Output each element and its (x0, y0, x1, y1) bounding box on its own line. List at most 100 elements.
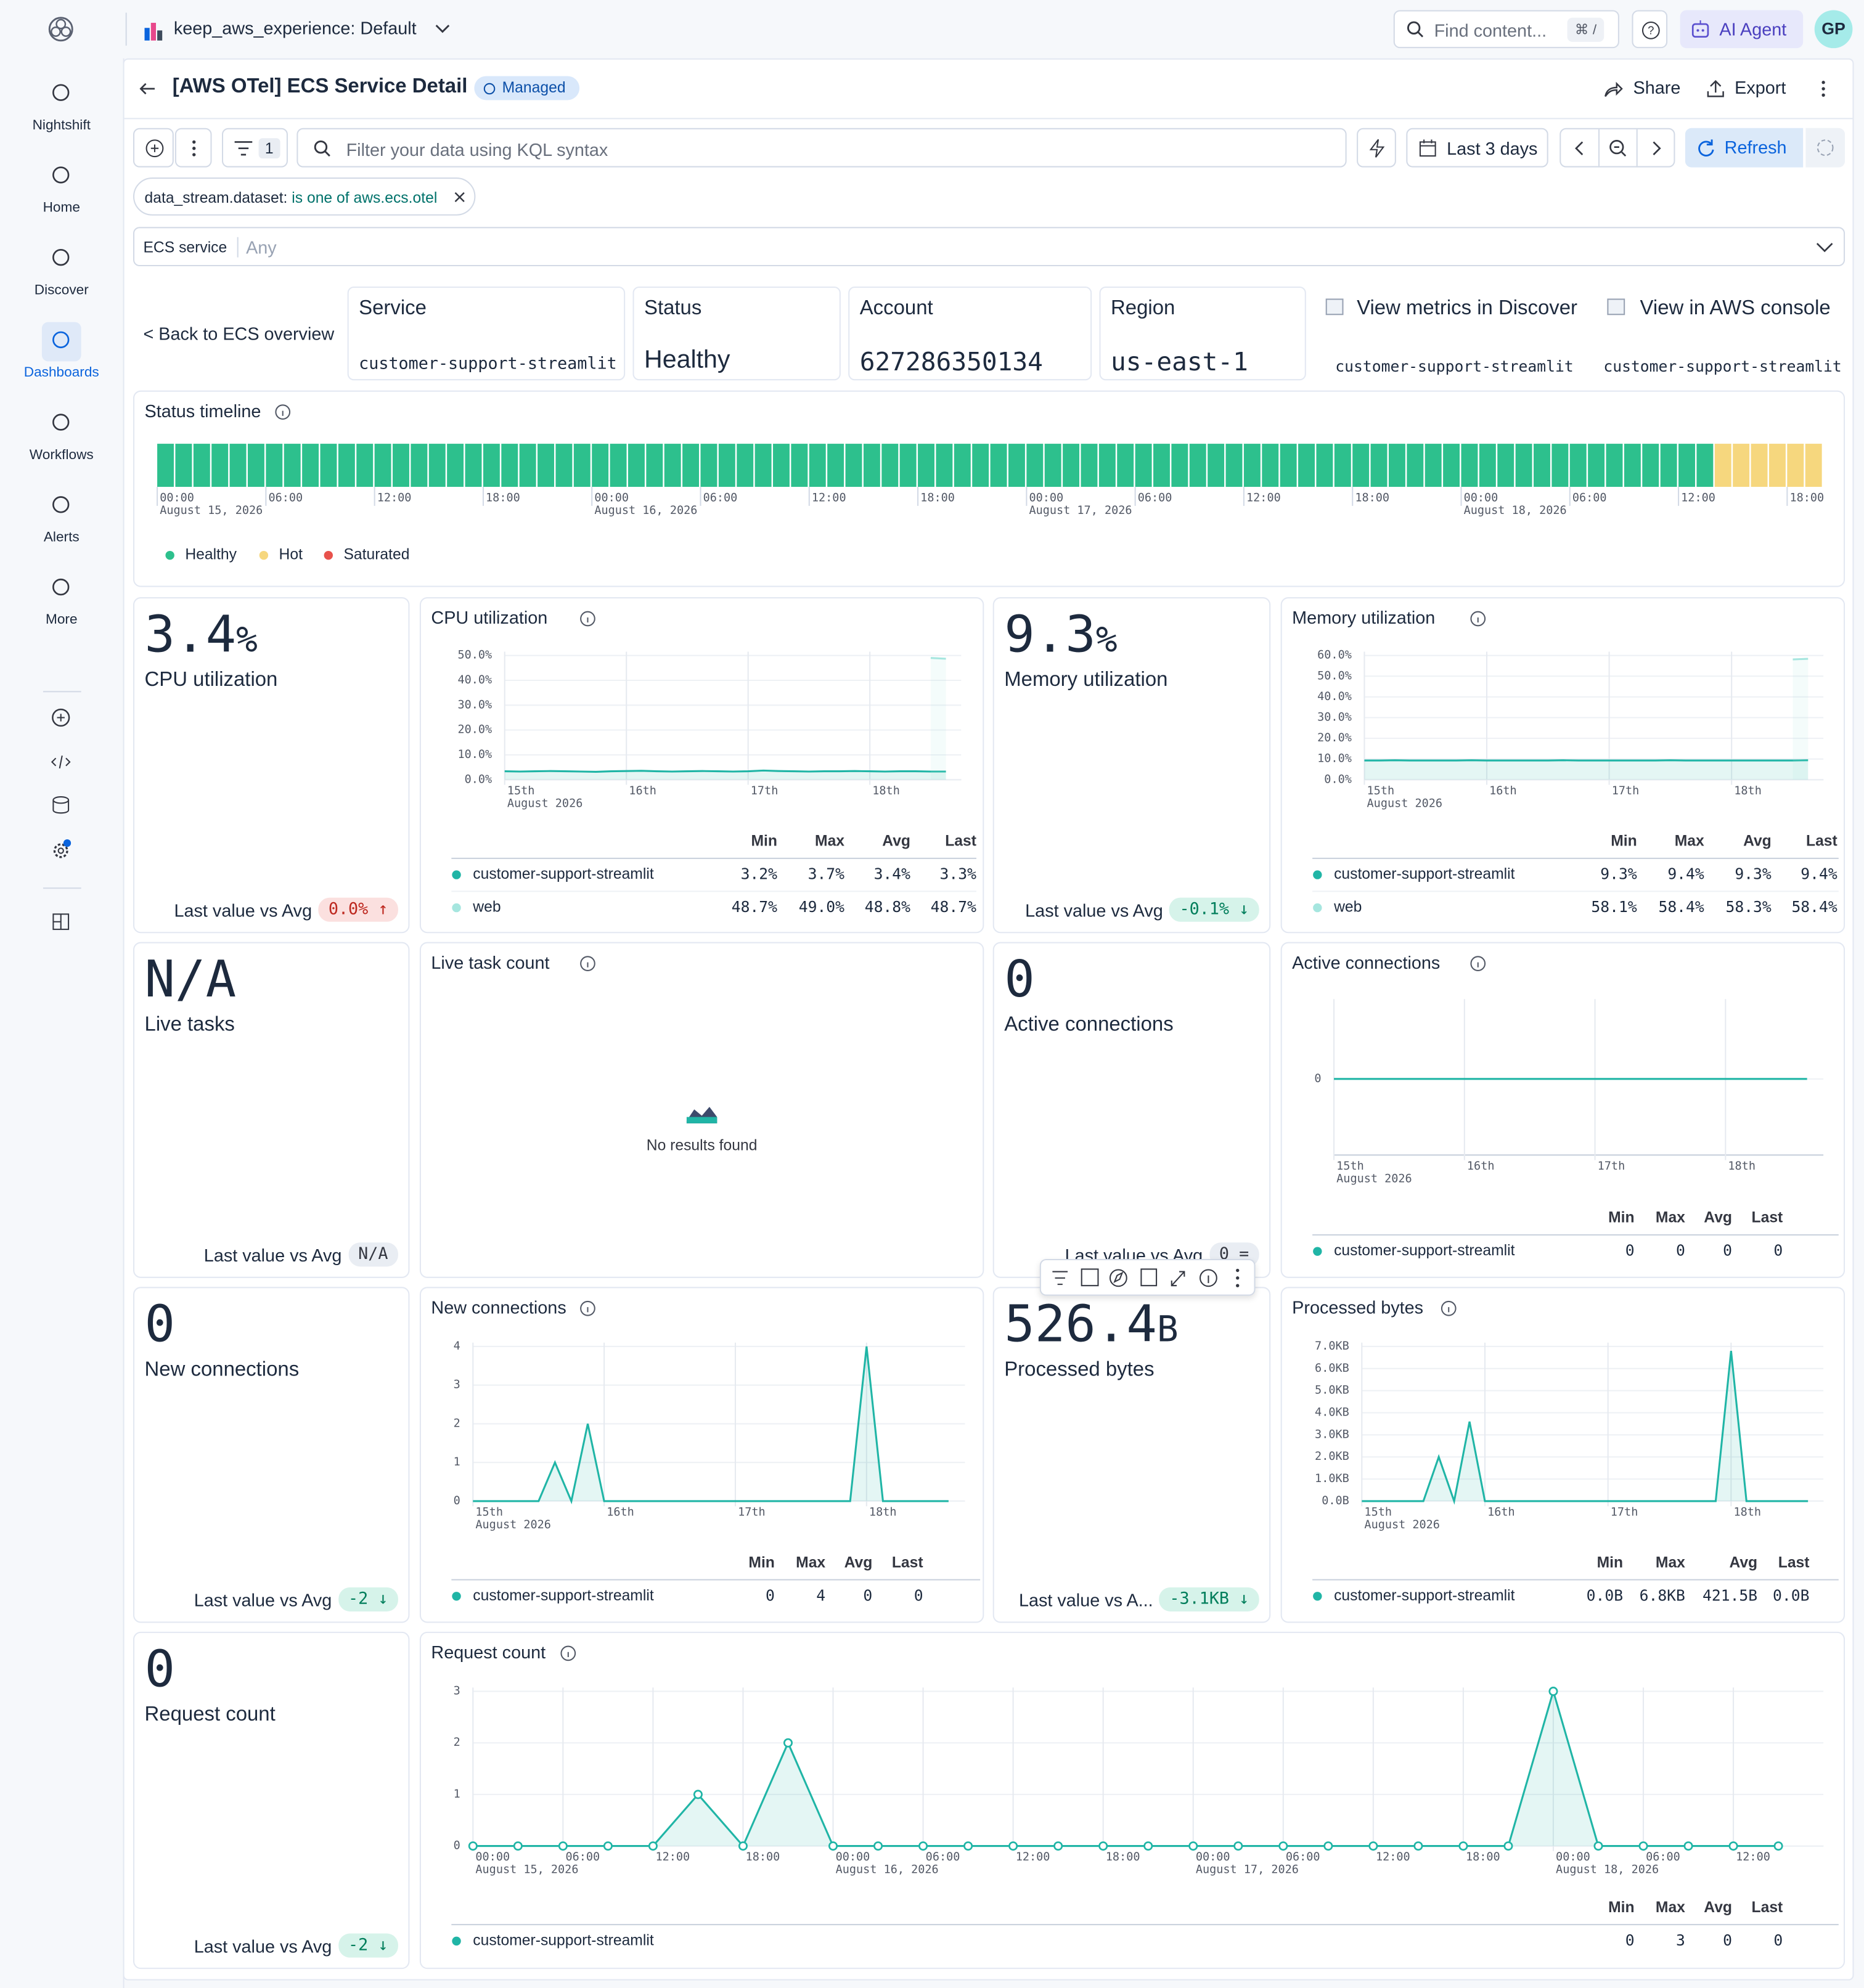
panel-toolbar[interactable] (1039, 1258, 1256, 1296)
legend-swatch (1313, 1592, 1322, 1601)
x-tick-label: 15th (475, 1505, 503, 1518)
x-tick-label: 06:00 (268, 492, 303, 505)
status-bucket (1805, 444, 1822, 487)
nav-label[interactable]: Dashboards (23, 365, 99, 381)
nav-label[interactable]: Alerts (43, 529, 80, 545)
metric-value: 0 (1004, 951, 1035, 1009)
status-bucket (465, 444, 482, 487)
metric-value: 3.4% (145, 606, 258, 664)
time-picker[interactable]: Last 3 days (1406, 128, 1548, 168)
point (1368, 1841, 1378, 1851)
space-selector[interactable]: keep_aws_experience: Default (173, 17, 417, 38)
x-tick-date: August 16, 2026 (594, 504, 697, 517)
status-bucket (393, 444, 409, 487)
y-tick-label: 60.0% (1317, 649, 1352, 662)
series-stat: 3.2% (741, 865, 778, 883)
share-button[interactable]: Share (1633, 77, 1681, 98)
legend-swatch (1313, 903, 1322, 913)
metric-compare: Last value vs A... -3.1KB ↓ (1019, 1587, 1259, 1611)
status-bucket (1733, 444, 1750, 487)
nav-label[interactable]: More (45, 612, 78, 628)
status-bucket (501, 444, 518, 487)
x-tick-label: 12:00 (377, 492, 412, 505)
status-bucket (1443, 444, 1460, 487)
nav-label[interactable]: Nightshift (32, 118, 91, 134)
table-header: Max (1656, 1899, 1685, 1916)
icon-shape (52, 496, 70, 513)
panel-title: Live task count (431, 952, 550, 973)
search-icon (1407, 21, 1424, 38)
help-button[interactable]: ? (1632, 10, 1668, 49)
compare-badge: 0.0% ↑ (318, 897, 398, 922)
nav-label[interactable]: Home (43, 200, 80, 216)
icon-shape (52, 331, 70, 349)
series-stat: 3.7% (808, 865, 845, 883)
auto-refresh[interactable] (1805, 128, 1846, 168)
compare-label: Last value vs Avg (194, 1935, 332, 1956)
status-bucket (1696, 444, 1714, 487)
metric-number: 9.3 (1004, 606, 1096, 665)
series-stat: 58.4% (1791, 898, 1837, 916)
x-tick-date: August 17, 2026 (1196, 1864, 1299, 1876)
info-icon (1441, 1300, 1457, 1316)
nav-label[interactable]: Discover (34, 282, 89, 298)
back-link[interactable]: < Back to ECS overview (143, 323, 335, 344)
status-bucket (664, 444, 681, 487)
logo (48, 17, 73, 42)
point (738, 1841, 748, 1851)
metric-label: Request count (144, 1704, 276, 1726)
add-button[interactable] (133, 128, 174, 168)
metric-unit: % (1095, 619, 1118, 661)
filter-pill[interactable]: data_stream.dataset: is one of aws.ecs.o… (133, 177, 476, 216)
info-link[interactable]: View in AWS console customer-support-stre… (1600, 287, 1845, 380)
quick-button[interactable] (1357, 128, 1396, 168)
shortcut: ⌘ / (1567, 17, 1604, 42)
chart: 0 1 2 3 00:00 06:00 12:00 18:00 00:00 06:00 12:00 1… (451, 1645, 1839, 1949)
more-button[interactable] (1818, 79, 1828, 99)
control[interactable]: ECS service Any (133, 227, 1846, 267)
export-button[interactable]: Export (1735, 77, 1786, 98)
x-tick-date: August 2026 (507, 797, 583, 810)
status-bucket (1298, 444, 1315, 487)
y-tick-label: 10.0% (1317, 752, 1352, 765)
status-bucket (1189, 444, 1206, 487)
chart-panel: Request count 0 1 2 3 00:00 06:00 12:00 18:00 00:… (419, 1631, 1846, 1970)
legend-swatch (452, 870, 461, 879)
status-bucket (1515, 444, 1532, 487)
info-value: us-east-1 (1111, 346, 1248, 377)
status-bucket (538, 444, 554, 487)
query-input[interactable]: Filter your data using KQL syntax (296, 128, 1347, 168)
series-name: customer-support-streamlit (1334, 1242, 1515, 1259)
status-bucket (1787, 444, 1804, 487)
search-box[interactable]: Find content... ⌘ / (1393, 10, 1619, 49)
status-bucket (555, 444, 573, 487)
avatar[interactable]: GP (1814, 10, 1853, 49)
refresh-button[interactable]: Refresh (1685, 128, 1804, 168)
ai-agent-button[interactable]: AI Agent (1680, 10, 1804, 49)
metric-label: Memory utilization (1004, 669, 1168, 691)
status-bucket (700, 444, 717, 487)
info-link[interactable]: View metrics in Discover customer-support… (1318, 287, 1590, 380)
nav-label[interactable]: Workflows (29, 447, 94, 463)
y-tick-label: 0.0B (1322, 1494, 1349, 1507)
back-arrow[interactable] (137, 79, 157, 99)
status-bucket (1606, 444, 1623, 487)
query-menu[interactable] (174, 128, 212, 168)
filter-button[interactable]: 1 (221, 128, 288, 168)
series-name: customer-support-streamlit (473, 1587, 654, 1604)
pill-remove[interactable] (454, 192, 465, 203)
status-bucket (320, 444, 337, 487)
info-card: Status Healthy (632, 286, 841, 381)
y-tick-label: 20.0% (457, 723, 492, 736)
point (1773, 1841, 1783, 1851)
point (603, 1841, 613, 1851)
point (918, 1841, 928, 1851)
ai-agent-label: AI Agent (1719, 18, 1787, 39)
time-nav[interactable] (1559, 128, 1675, 168)
series-stat: 58.4% (1658, 898, 1704, 916)
y-tick-label: 1 (454, 1788, 460, 1801)
series-stat: 0 (1676, 1242, 1685, 1260)
x-tick-label: 18th (869, 1505, 897, 1518)
area (930, 658, 946, 780)
compare-badge: N/A (348, 1242, 398, 1267)
